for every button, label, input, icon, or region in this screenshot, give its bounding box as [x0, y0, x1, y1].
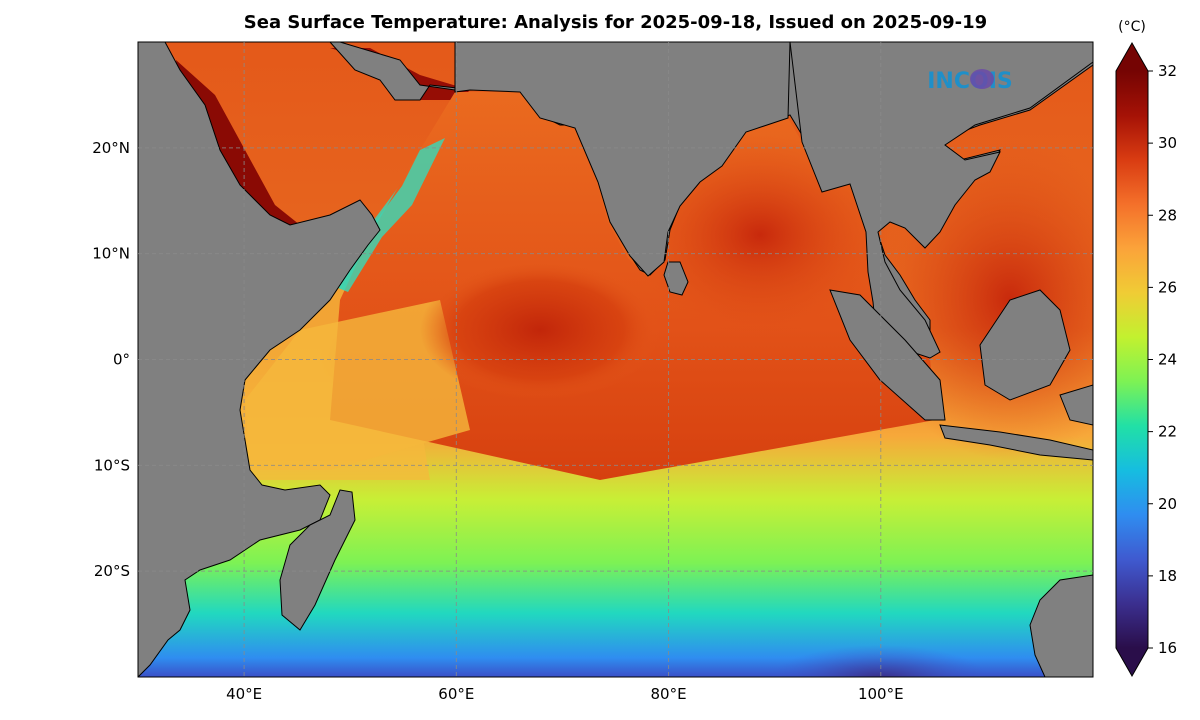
sri-lanka-island — [663, 261, 689, 296]
latitude-tick-label: 10°S — [94, 456, 130, 474]
sst-arabian-warm-core — [420, 260, 660, 400]
sst-southern-cold — [770, 645, 990, 677]
borneo-island — [979, 289, 1071, 401]
incois-logo: INCOIS — [927, 69, 1013, 94]
latitude-tick-label: 20°S — [94, 562, 130, 580]
longitude-tick-label: 60°E — [438, 685, 474, 703]
map-area — [138, 42, 1093, 677]
colorbar-tick-label: 18 — [1158, 567, 1177, 585]
colorbar-tick-label: 22 — [1158, 423, 1177, 441]
colorbar-tick-label: 28 — [1158, 206, 1177, 224]
map-title: Sea Surface Temperature: Analysis for 20… — [243, 12, 988, 33]
java-island — [939, 424, 1093, 461]
madagascar-island — [279, 489, 356, 631]
latitude-tick-label: 20°N — [92, 139, 130, 157]
longitude-axis: 40°E 60°E 80°E 100°E — [226, 685, 904, 703]
new-guinea-strip — [1059, 384, 1093, 426]
colorbar: 16 18 20 22 24 26 28 30 32 — [1115, 41, 1177, 678]
sst-west-cool — [245, 300, 470, 470]
colorbar-tick-label: 20 — [1158, 495, 1177, 513]
longitude-tick-label: 40°E — [226, 685, 262, 703]
logo-globe-icon — [970, 69, 994, 89]
longitude-tick-label: 80°E — [651, 685, 687, 703]
colorbar-tick-label: 26 — [1158, 278, 1177, 296]
latitude-axis: 20°N 10°N 0° 10°S 20°S — [92, 139, 130, 580]
colorbar-tick-label: 16 — [1158, 639, 1177, 657]
colorbar-scale — [1116, 71, 1148, 648]
australia-landmass — [1029, 574, 1093, 677]
colorbar-ticks: 16 18 20 22 24 26 28 30 32 — [1148, 62, 1177, 657]
colorbar-tick-label: 24 — [1158, 351, 1177, 369]
graticule — [138, 42, 1093, 677]
colorbar-tick-label: 30 — [1158, 134, 1177, 152]
southeast-asia-landmass — [789, 42, 1093, 359]
india-landmass — [454, 42, 791, 277]
incois-logo-text: INCOIS — [927, 69, 1012, 94]
colorbar-min-extension — [1116, 648, 1148, 676]
sumatra-island — [829, 289, 946, 421]
colorbar-max-extension — [1116, 43, 1148, 71]
latitude-tick-label: 0° — [113, 351, 130, 369]
colorbar-tick-label: 32 — [1158, 62, 1177, 80]
latitude-tick-label: 10°N — [92, 245, 130, 263]
colorbar-unit-label: (°C) — [1118, 19, 1146, 35]
longitude-tick-label: 100°E — [858, 685, 904, 703]
